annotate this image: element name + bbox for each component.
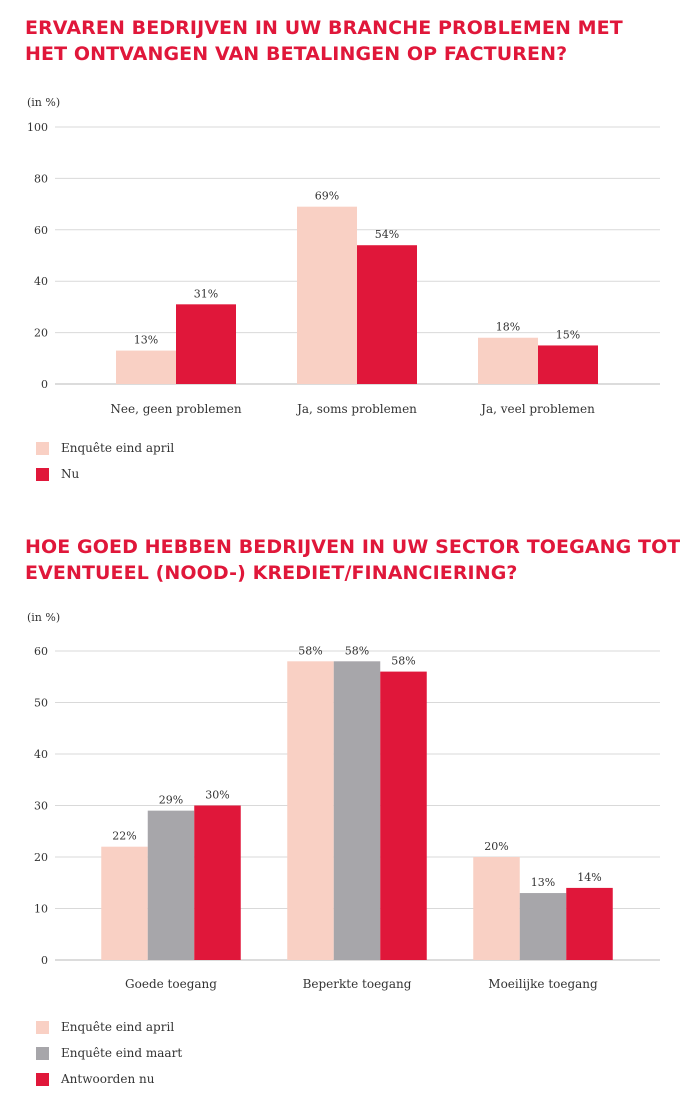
chart-1-unit-label: (in %) — [27, 96, 60, 109]
chart-1-title-line-1: Ervaren bedrijven in uw branche probleme… — [25, 17, 623, 39]
y-tick-label: 0 — [41, 378, 48, 391]
y-tick-label: 60 — [34, 645, 48, 658]
y-tick-label: 60 — [34, 224, 48, 237]
category-label-moeilijke-toegang: Moeilijke toegang — [488, 977, 598, 991]
y-tick-label: 40 — [34, 748, 48, 761]
chart-2-plot: (in %) 0 10 20 30 40 50 60 22% 29% 30% 58% 58% 58% 2… — [27, 611, 660, 991]
bar-ja-soms-problemen-enquete-eind-april — [297, 206, 357, 384]
y-tick-label: 0 — [41, 954, 48, 967]
data-label: 13% — [134, 334, 158, 347]
chart-1-title: Ervaren bedrijven in uw branche probleme… — [25, 15, 623, 67]
bar-moeilijke-toegang-enquete-eind-maart — [519, 893, 567, 960]
legend-label: Antwoorden nu — [61, 1072, 155, 1086]
bar-ja-soms-problemen-nu — [357, 245, 417, 384]
category-label-goede-toegang: Goede toegang — [125, 977, 217, 991]
y-tick-label: 30 — [34, 800, 48, 813]
chart-2-title-line-2: eventueel (nood-) krediet/financiering? — [25, 562, 518, 584]
data-label: 15% — [556, 328, 580, 341]
data-label: 31% — [194, 287, 218, 300]
legend-swatch-light — [36, 1020, 49, 1034]
data-label: 58% — [391, 655, 415, 668]
bar-beperkte-toegang-enquete-eind-maart — [333, 661, 381, 960]
bar-ja-veel-problemen-enquete-eind-april — [478, 337, 538, 384]
category-label-nee-geen-problemen: Nee, geen problemen — [110, 402, 242, 416]
category-label-ja-soms-problemen: Ja, soms problemen — [295, 402, 417, 416]
y-tick-label: 10 — [34, 903, 48, 916]
data-label: 69% — [315, 190, 339, 203]
data-label: 14% — [577, 871, 601, 884]
y-tick-label: 20 — [34, 851, 48, 864]
legend-label: Enquête eind april — [61, 441, 175, 455]
legend-label: Nu — [61, 467, 80, 481]
data-label: 18% — [496, 321, 520, 334]
chart-2-legend: Enquête eind april Enquête eind maart An… — [36, 1020, 182, 1098]
legend-item-enquete-eind-maart: Enquête eind maart — [36, 1046, 182, 1060]
bar-goede-toegang-enquete-eind-april — [101, 846, 148, 960]
legend-swatch-gray — [36, 1046, 49, 1060]
category-label-ja-veel-problemen: Ja, veel problemen — [479, 402, 595, 416]
y-tick-label: 20 — [34, 327, 48, 340]
y-tick-label: 40 — [34, 275, 48, 288]
chart-2-title-line-1: Hoe goed hebben bedrijven in uw sector t… — [25, 536, 680, 558]
chart-1-legend: Enquête eind april Nu — [36, 441, 174, 493]
chart-1-title-line-2: het ontvangen van betalingen op facturen… — [25, 43, 568, 65]
legend-swatch-light — [36, 441, 49, 455]
data-label: 13% — [531, 876, 555, 889]
legend-item-antwoorden-nu: Antwoorden nu — [36, 1072, 182, 1086]
category-label-beperkte-toegang: Beperkte toegang — [303, 977, 412, 991]
bar-goede-toegang-antwoorden-nu — [194, 805, 241, 960]
chart-2-unit-label: (in %) — [27, 611, 60, 624]
y-tick-label: 80 — [34, 172, 48, 185]
y-tick-label: 100 — [27, 121, 48, 134]
chart-1-plot: (in %) 0 20 40 60 80 100 13% 31% 69% 54% 18% 15% N… — [27, 96, 660, 416]
data-label: 58% — [298, 644, 322, 657]
chart-2-title: Hoe goed hebben bedrijven in uw sector t… — [25, 534, 680, 586]
data-label: 20% — [484, 840, 508, 853]
bar-nee-geen-problemen-enquete-eind-april — [116, 350, 176, 384]
legend-swatch-red — [36, 467, 49, 481]
legend-label: Enquête eind maart — [61, 1046, 183, 1060]
data-label: 58% — [345, 644, 369, 657]
bar-nee-geen-problemen-nu — [176, 304, 236, 384]
legend-item-nu: Nu — [36, 467, 174, 481]
bar-goede-toegang-enquete-eind-maart — [147, 810, 195, 960]
data-label: 54% — [375, 228, 399, 241]
legend-item-enquete-eind-april: Enquête eind april — [36, 441, 174, 455]
bar-moeilijke-toegang-antwoorden-nu — [566, 887, 613, 960]
legend-label: Enquête eind april — [61, 1020, 175, 1034]
bar-moeilijke-toegang-enquete-eind-april — [473, 857, 520, 960]
y-tick-label: 50 — [34, 697, 48, 710]
data-label: 22% — [112, 830, 136, 843]
data-label: 29% — [159, 794, 183, 807]
data-label: 30% — [205, 789, 229, 802]
bar-beperkte-toegang-antwoorden-nu — [380, 671, 427, 960]
legend-swatch-red — [36, 1072, 49, 1086]
bar-ja-veel-problemen-nu — [538, 345, 598, 384]
legend-item-enquete-eind-april: Enquête eind april — [36, 1020, 182, 1034]
bar-beperkte-toegang-enquete-eind-april — [287, 661, 334, 960]
